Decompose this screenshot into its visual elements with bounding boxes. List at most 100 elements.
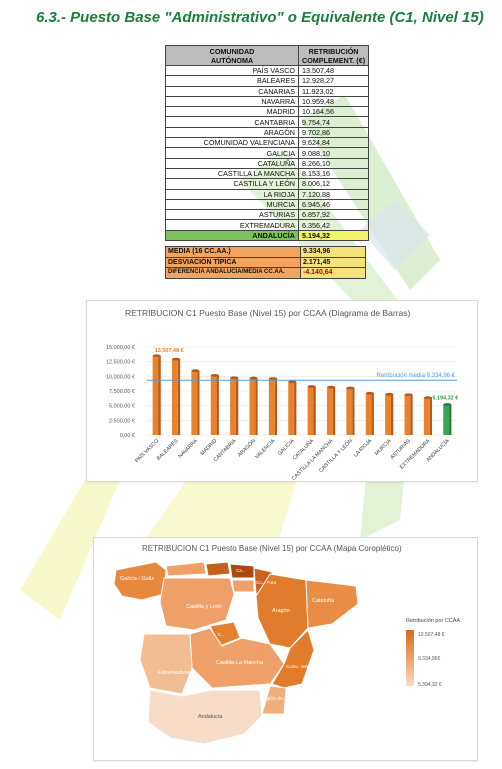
table-row: PAÍS VASCO 13.507,48 — [165, 64, 370, 77]
region-cell: LA RIOJA — [165, 188, 299, 200]
bar-cap — [326, 385, 336, 389]
bar-cap — [268, 377, 278, 380]
x-tick-label: BALEARES — [156, 438, 180, 462]
bar — [191, 370, 198, 435]
value-cell: 12.928,27 — [297, 75, 370, 87]
bar — [268, 378, 275, 435]
stat-desv-value: 2.171,45 — [300, 256, 366, 268]
region-cataluna — [305, 579, 359, 629]
map-label-extremadura: Extremadura — [158, 670, 190, 676]
bar — [385, 394, 391, 435]
value-cell: 10.959,48 — [297, 95, 370, 108]
stat-media-label: MEDIA (16 CC.AA.) — [165, 246, 301, 258]
table-row: CATALUÑA 8.266,10 — [165, 157, 370, 169]
bar — [346, 388, 353, 435]
region-valenciana — [271, 629, 315, 689]
mean-line-label: Retribución media 9.334,96 € — [377, 373, 456, 379]
region-cell: CANARIAS — [165, 85, 299, 97]
table-row: EXTREMADURA 6.356,42 — [165, 219, 370, 231]
value-cell: 5.194,32 — [297, 229, 370, 242]
bar-shade — [410, 394, 413, 435]
x-tick-label: LA RIOJA — [353, 438, 374, 459]
map-label-castilla-leon: Castilla y León — [186, 604, 222, 610]
table-row: COMUNIDAD VALENCIANA 9.624,84 — [165, 137, 370, 149]
map-legend-max: 13.507,48 € — [418, 632, 445, 638]
bar-shade — [449, 404, 452, 435]
region-cantabria — [205, 561, 231, 577]
map-chart-title: RETRIBUCION C1 Puesto Base (Nivel 15) po… — [142, 544, 402, 553]
stat-dif-value: -4.140,64 — [300, 267, 366, 279]
bar-cap — [404, 393, 413, 397]
x-tick-label: CASTILLA Y LEÓN — [317, 437, 354, 474]
value-cell: 9.702,86 — [297, 126, 370, 139]
map-label-navarra: Co... Fora — [256, 580, 277, 585]
bar-chart: 0,00 € 2.500,00 € 5.000,00 € 7.500,00 € 10.0… — [106, 345, 458, 481]
y-tick-label: 2.500,00 € — [109, 418, 135, 424]
region-extremadura — [139, 633, 193, 695]
bar — [249, 378, 256, 435]
bar-cap — [288, 380, 297, 384]
value-cell: 11.923,02 — [297, 85, 370, 97]
map-label-galicia: Galicia / Galiz — [120, 576, 154, 582]
value-cell: 8.266,10 — [297, 157, 370, 169]
bar-cap — [423, 396, 433, 400]
region-cell: ARAGÓN — [165, 126, 299, 139]
region-cell: CASTILLA Y LEÓN — [165, 178, 299, 190]
min-value-label: 5.194,32 € — [432, 396, 458, 402]
bar-chart-card: RETRIBUCION C1 Puesto Base (Nivel 15) po… — [86, 300, 478, 482]
stat-media-value: 9.334,96 — [300, 246, 366, 258]
table-row: ASTURIAS 6.857,92 — [165, 209, 370, 221]
value-cell: 6.356,42 — [297, 219, 370, 231]
bar-shade — [197, 370, 200, 435]
region-la-rioja — [231, 579, 255, 593]
bar-cap — [346, 386, 355, 390]
bar-cap — [307, 385, 316, 388]
table-row: LA RIOJA 7.120,88 — [165, 188, 370, 200]
region-castilla-mancha — [189, 627, 285, 689]
x-tick-label: VALENCIA — [254, 438, 276, 460]
map-legend-title: Retribución por CCAA — [406, 618, 460, 624]
table-row: ARAGÓN 9.702,86 — [165, 126, 370, 139]
x-tick-label: MURCIA — [374, 438, 393, 457]
region-cell: MADRID — [165, 106, 299, 118]
region-cell: ASTURIAS — [165, 209, 299, 221]
bar-shade — [313, 386, 316, 435]
region-asturias — [165, 561, 207, 577]
bar-shade — [255, 378, 258, 435]
bar-shade — [274, 378, 278, 435]
map-chart-card: RETRIBUCION C1 Puesto Base (Nivel 15) po… — [93, 537, 478, 761]
bar — [288, 381, 295, 435]
bar-cap — [230, 376, 239, 380]
header-value: RETRIBUCIÓN COMPLEMENT. (€) — [297, 45, 370, 66]
y-tick-label: 7.500,00 € — [109, 389, 135, 395]
map-legend-scale — [406, 630, 414, 686]
map-label-madrid: C... — [218, 632, 225, 637]
bar — [423, 397, 430, 435]
value-cell: 6.945,46 — [297, 198, 370, 211]
bar-shade — [371, 393, 374, 435]
region-cell: ANDALUCÍA — [165, 229, 299, 242]
bar-shade — [294, 381, 297, 435]
bar — [443, 404, 450, 435]
map-legend-min: 5.394,32 € — [418, 682, 442, 688]
retribution-table: COMUNIDAD AUTÓNOMA RETRIBUCIÓN COMPLEMENT.… — [165, 45, 370, 242]
stat-dif-label: DIFERENCIA ANDALUCÍA/MEDIA CC.AA. — [165, 267, 301, 279]
x-tick-label: PAÍS VASCO — [133, 437, 160, 464]
y-tick-label: 0,00 € — [120, 433, 135, 439]
max-value-label: 13.507,48 € — [155, 348, 184, 354]
map-label-castilla-mancha: Castilla-La Mancha — [216, 660, 264, 666]
region-galicia — [113, 561, 167, 601]
y-tick-label: 12.500,00 € — [106, 360, 135, 366]
bar — [326, 387, 333, 435]
table-row: BALEARES 12.928,27 — [165, 75, 370, 87]
region-cell: CANTABRIA — [165, 116, 299, 128]
stats-table: MEDIA (16 CC.AA.) 9.334,96 DESVIACIÓN TÍ… — [165, 246, 366, 279]
bar-cap — [191, 369, 200, 373]
bar — [230, 377, 236, 435]
value-cell: 9.754,74 — [297, 116, 370, 128]
region-cell: MURCIA — [165, 198, 299, 211]
region-cell: PAÍS VASCO — [165, 64, 299, 77]
header-region: COMUNIDAD AUTÓNOMA — [165, 45, 299, 66]
region-cell: COMUNIDAD VALENCIANA — [165, 137, 299, 149]
bar — [404, 394, 411, 435]
